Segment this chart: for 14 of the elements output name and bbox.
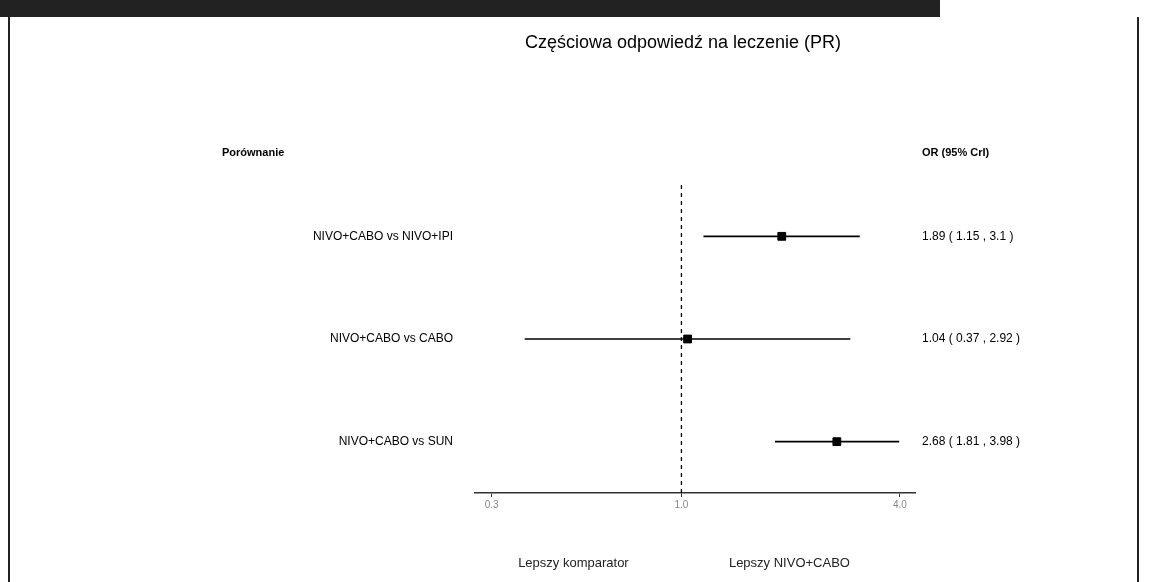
text: Lepszy NIVO+CABO (728, 554, 850, 570)
text: OR (95% CrI) (922, 146, 990, 159)
text: 1.89 ( 1.15 , 3.1 ) (922, 228, 1014, 243)
text: 1.04 ( 0.37 , 2.92 ) (922, 331, 1021, 346)
y-tick-label: NIVO+CABO vs NIVO+IPI (312, 228, 453, 243)
chart-title: Częściowa odpowiedź na leczenie (PR) (524, 31, 842, 52)
y-tick-label: NIVO+CABO vs SUN (338, 433, 453, 448)
x-tick-label: 4.0 (893, 498, 908, 510)
text: Lepszy komparator (518, 554, 630, 570)
x-tick-label: 1.0 (674, 498, 689, 510)
y-tick-label: NIVO+CABO vs CABO (329, 331, 453, 346)
text: Porównanie (222, 146, 285, 159)
x-tick-label: 0.3 (484, 498, 499, 510)
text: 2.68 ( 1.81 , 3.98 ) (922, 433, 1021, 448)
